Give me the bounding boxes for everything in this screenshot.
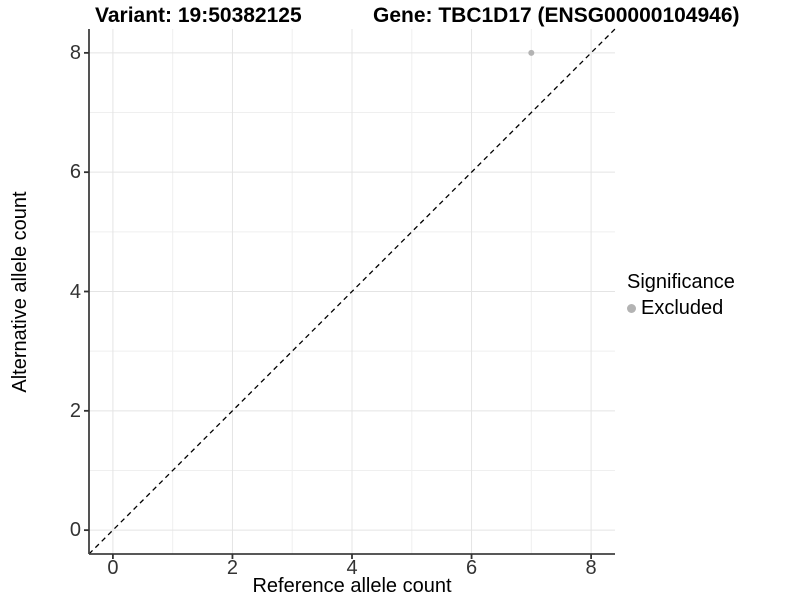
legend-item-label: Excluded bbox=[641, 297, 724, 319]
identity-reference-line bbox=[88, 28, 616, 555]
x-tick-label: 6 bbox=[465, 557, 478, 579]
x-tick-label: 8 bbox=[585, 557, 597, 579]
gene-title: Gene: TBC1D17 (ENSG00000104946) bbox=[373, 4, 740, 27]
legend-title: Significance bbox=[627, 271, 735, 293]
data-point bbox=[528, 49, 535, 56]
legend: Significance Excluded bbox=[627, 270, 735, 320]
y-tick-label: 4 bbox=[69, 280, 81, 303]
y-axis-title: Alternative allele count bbox=[9, 191, 31, 393]
variant-title: Variant: 19:50382125 bbox=[95, 4, 302, 27]
legend-items: Excluded bbox=[627, 296, 735, 320]
y-tick-label: 8 bbox=[69, 41, 81, 64]
y-tick-label: 6 bbox=[69, 161, 81, 184]
x-tick-label: 2 bbox=[226, 557, 239, 579]
x-axis-title: Reference allele count bbox=[252, 575, 452, 597]
legend-item: Excluded bbox=[627, 296, 735, 320]
y-tick-label: 0 bbox=[69, 519, 81, 542]
x-tick-label: 0 bbox=[107, 557, 119, 579]
legend-point-icon bbox=[627, 303, 636, 313]
y-tick-label: 2 bbox=[69, 399, 81, 422]
x-tick-label: 4 bbox=[346, 557, 358, 579]
